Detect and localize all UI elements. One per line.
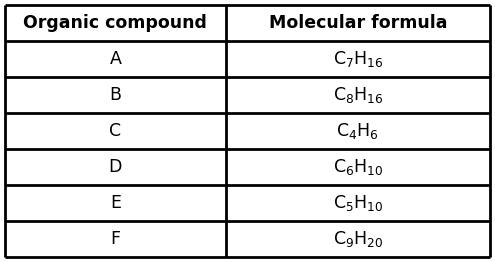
Text: Organic compound: Organic compound	[23, 14, 207, 32]
Text: B: B	[109, 86, 121, 104]
Text: C$_8$H$_{16}$: C$_8$H$_{16}$	[333, 85, 383, 105]
Text: C$_9$H$_{20}$: C$_9$H$_{20}$	[333, 229, 383, 249]
Text: C$_7$H$_{16}$: C$_7$H$_{16}$	[333, 49, 383, 69]
Text: Molecular formula: Molecular formula	[269, 14, 447, 32]
Text: F: F	[110, 230, 120, 248]
Text: C$_6$H$_{10}$: C$_6$H$_{10}$	[333, 157, 383, 177]
Text: C: C	[109, 122, 121, 140]
Text: A: A	[109, 50, 121, 68]
Text: C$_4$H$_6$: C$_4$H$_6$	[337, 121, 379, 141]
Text: C$_5$H$_{10}$: C$_5$H$_{10}$	[333, 193, 383, 213]
Text: E: E	[110, 194, 121, 212]
Text: D: D	[108, 158, 122, 176]
